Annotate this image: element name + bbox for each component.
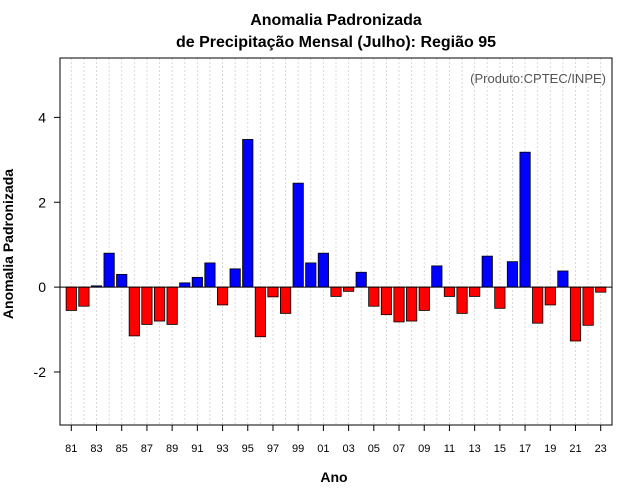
bar-1991 <box>191 276 203 288</box>
x-tick-label: 97 <box>267 443 279 455</box>
y-axis: -2 0 2 4 <box>34 109 60 380</box>
bar-2000 <box>305 262 317 288</box>
bar-2007 <box>393 286 405 323</box>
x-tick-label: 99 <box>292 443 304 455</box>
x-tick-label: 15 <box>494 443 506 455</box>
bar-2023 <box>595 286 607 293</box>
x-tick-label: 95 <box>242 443 254 455</box>
x-tick-label: 11 <box>444 443 455 455</box>
bar-1990 <box>179 282 191 288</box>
bar-2003 <box>343 286 355 292</box>
x-tick-label: 93 <box>216 443 228 455</box>
bar-2022 <box>582 286 594 326</box>
y-axis-label: Anomalia Padronizada <box>0 169 16 319</box>
bar-2002 <box>330 286 342 297</box>
bar-2012 <box>456 286 468 314</box>
bar-1986 <box>128 286 140 337</box>
bar-2020 <box>557 270 569 288</box>
x-tick-label: 91 <box>191 443 203 455</box>
bar-2019 <box>544 286 556 306</box>
bar-2005 <box>368 286 380 307</box>
y-tick-label: 0 <box>38 279 46 295</box>
bar-2009 <box>418 286 430 311</box>
x-tick-label: 21 <box>569 443 581 455</box>
bar-1985 <box>116 273 128 288</box>
bar-1984 <box>103 252 115 288</box>
x-tick-label: 09 <box>418 443 430 455</box>
x-axis-label: Ano <box>320 469 347 485</box>
x-tick-label: 03 <box>342 443 354 455</box>
bar-2010 <box>431 265 443 288</box>
bar-2011 <box>443 286 456 297</box>
bar-1995 <box>242 139 254 288</box>
bar-1987 <box>141 286 153 325</box>
bar-2018 <box>532 286 544 324</box>
bar-2017 <box>519 151 531 288</box>
chart-title-line2: de Precipitação Mensal (Julho): Região 9… <box>176 34 496 51</box>
chart-title-line1: Anomalia Padronizada <box>250 12 422 29</box>
x-tick-label: 01 <box>317 443 329 455</box>
x-tick-label: 17 <box>519 443 531 455</box>
x-tick-label: 07 <box>393 443 405 455</box>
x-tick-label: 05 <box>368 443 380 455</box>
x-tick-label: 89 <box>166 443 178 455</box>
bar-1981 <box>65 286 77 311</box>
bar-2006 <box>380 286 392 316</box>
x-tick-label: 83 <box>90 443 102 455</box>
bar-2021 <box>569 286 582 342</box>
plot-area-border <box>59 57 613 426</box>
x-tick-label: 19 <box>544 443 556 455</box>
x-tick-label: 81 <box>65 443 77 455</box>
bar-1989 <box>166 286 178 325</box>
bar-1993 <box>216 286 229 306</box>
source-annotation: (Produto:CPTEC/INPE) <box>470 71 606 86</box>
x-tick-label: 23 <box>595 443 607 455</box>
bar-1999 <box>292 182 304 288</box>
y-tick-label: -2 <box>34 364 47 380</box>
bar-1996 <box>254 286 266 338</box>
x-tick-label: 13 <box>469 443 481 455</box>
y-tick-label: 4 <box>38 109 46 125</box>
bar-1988 <box>153 286 166 322</box>
bar-2008 <box>406 286 418 322</box>
bar-2014 <box>481 255 493 288</box>
bar-1998 <box>280 286 292 314</box>
bar-2015 <box>494 286 506 309</box>
y-tick-label: 2 <box>38 194 46 210</box>
x-axis: 81 83 85 87 89 91 93 95 97 99 01 03 05 07 09 11 13 15 17 19… <box>65 425 607 455</box>
bar-1994 <box>229 268 241 288</box>
bar-1992 <box>204 262 216 288</box>
bar-2016 <box>506 261 519 288</box>
bar-2001 <box>317 252 329 288</box>
bar-1982 <box>78 286 90 307</box>
x-tick-label: 85 <box>116 443 128 455</box>
x-tick-label: 87 <box>141 443 153 455</box>
vertical-gridlines <box>70 58 602 425</box>
bar-1997 <box>267 286 279 298</box>
bar-2013 <box>469 286 481 297</box>
bar-2004 <box>355 271 367 288</box>
